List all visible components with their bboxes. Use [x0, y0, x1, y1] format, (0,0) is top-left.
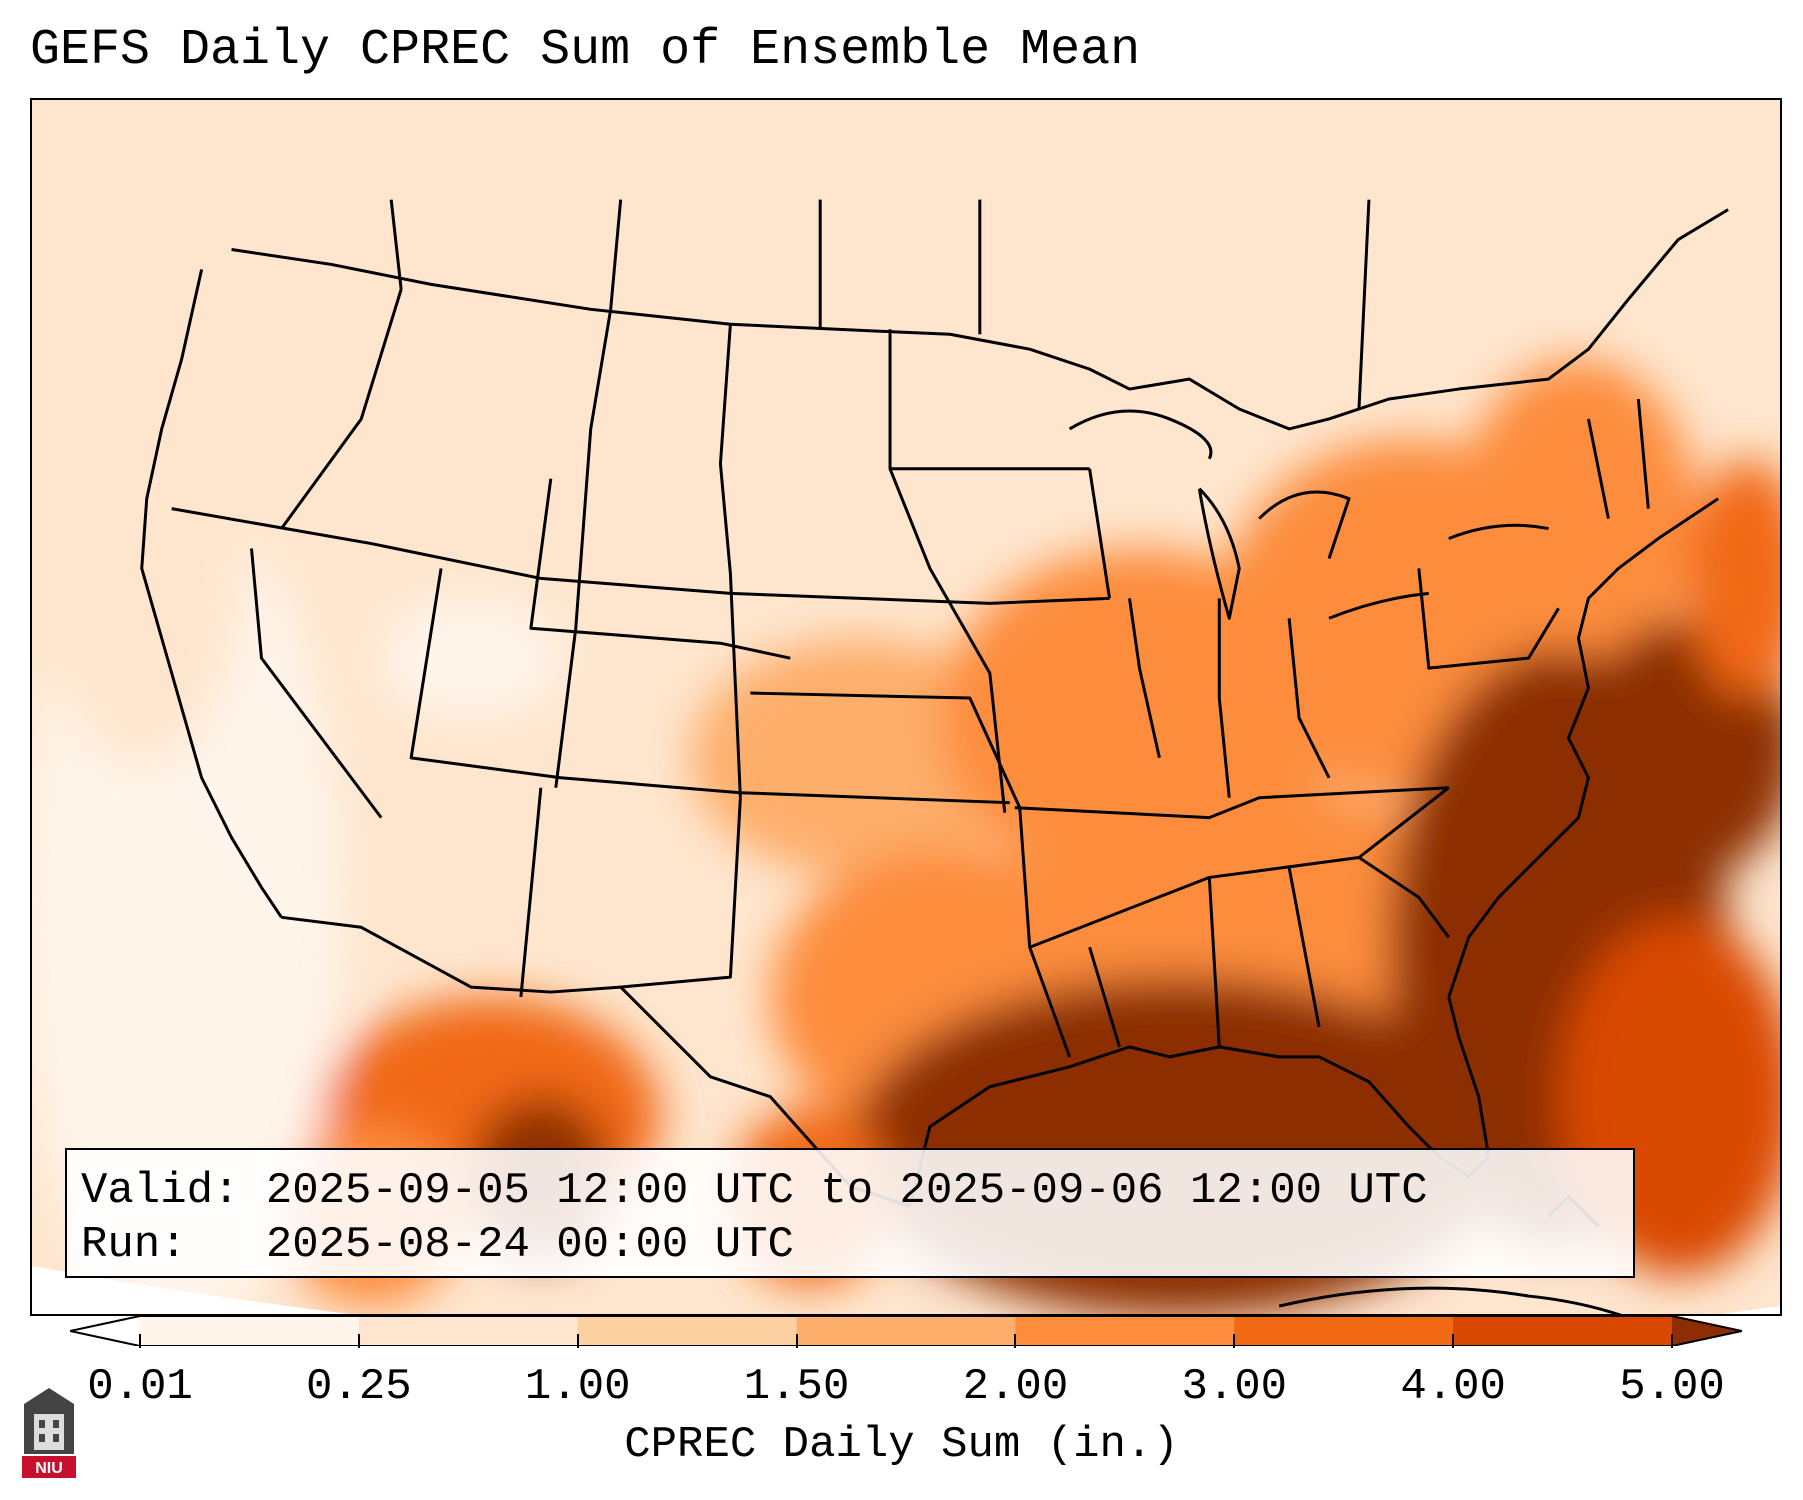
colorbar-segment — [358, 1316, 579, 1346]
colorbar-tick — [1014, 1334, 1017, 1348]
colorbar-tick — [795, 1334, 798, 1348]
colorbar-extend-high — [1672, 1316, 1742, 1346]
colorbar-tick — [1452, 1334, 1455, 1348]
run-time-text: Run: 2025-08-24 00:00 UTC — [81, 1220, 794, 1270]
colorbar-tick-label: 4.00 — [1400, 1362, 1506, 1412]
colorbar-ticks: 0.01 0.25 1.00 1.50 2.00 3.00 4.00 5.00 — [0, 1334, 1803, 1414]
state-boundaries — [140, 199, 1729, 1314]
colorbar-tick — [139, 1334, 141, 1348]
colorbar — [70, 1316, 1742, 1346]
colorbar-tick-label: 1.50 — [743, 1362, 850, 1412]
colorbar-segment — [796, 1316, 1016, 1346]
map-title: GEFS Daily CPREC Sum of Ensemble Mean — [30, 22, 1141, 79]
colorbar-tick — [1233, 1334, 1236, 1348]
colorbar-extend-low — [70, 1316, 140, 1346]
colorbar-tick-label: 3.00 — [1181, 1362, 1288, 1412]
colorbar-segment — [1453, 1316, 1673, 1346]
colorbar-tick-label: 1.00 — [524, 1362, 631, 1412]
colorbar-tick — [357, 1334, 360, 1348]
colorbar-tick — [576, 1334, 579, 1348]
colorbar-tick-label: 2.00 — [962, 1362, 1069, 1412]
niu-logo: NIU — [22, 1388, 76, 1478]
valid-run-info-box: Valid: 2025-09-05 12:00 UTC to 2025-09-0… — [65, 1148, 1635, 1278]
precipitation-map — [30, 98, 1782, 1316]
svg-text:NIU: NIU — [35, 1460, 63, 1477]
colorbar-segment — [1234, 1316, 1454, 1346]
colorbar-segment — [140, 1316, 360, 1346]
colorbar-tick-label: 5.00 — [1619, 1362, 1725, 1412]
valid-time-text: Valid: 2025-09-05 12:00 UTC to 2025-09-0… — [81, 1166, 1428, 1216]
colorbar-tick — [1671, 1334, 1673, 1348]
precip-field — [32, 100, 1780, 1314]
colorbar-label: CPREC Daily Sum (in.) — [624, 1420, 1179, 1470]
colorbar-tick-label: 0.01 — [87, 1362, 193, 1412]
colorbar-segment — [577, 1316, 798, 1346]
colorbar-segment — [1015, 1316, 1235, 1346]
colorbar-tick-label: 0.25 — [306, 1362, 412, 1412]
map-canvas — [32, 100, 1780, 1314]
